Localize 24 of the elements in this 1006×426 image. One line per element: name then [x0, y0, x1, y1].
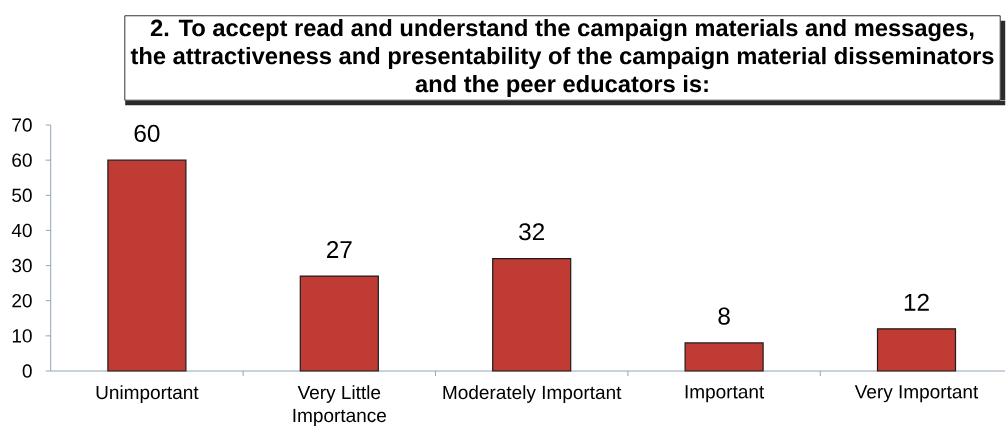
y-tick-label: 50 — [12, 188, 32, 203]
data-label: 27 — [327, 240, 352, 258]
y-tick-label: 20 — [12, 293, 32, 308]
x-tick-label: Very Little Importance — [293, 385, 386, 426]
y-tick-label: 60 — [12, 153, 32, 167]
bar — [299, 275, 379, 372]
y-tick-label: 0 — [22, 364, 32, 378]
data-label: 12 — [904, 293, 929, 311]
bar — [876, 328, 957, 372]
y-tick-label: 10 — [12, 329, 32, 343]
chart-title: 2. To accept read and understand the campaign materials and messages, the attractiveness and presentability of the campaign material disseminators and the peer educators is: — [130, 18, 994, 98]
x-tick-label: Unimportant — [96, 385, 199, 403]
x-tick-label: Very Important — [854, 385, 979, 403]
y-tick-label: 30 — [12, 258, 32, 273]
data-label: 8 — [718, 307, 730, 325]
y-tick-label: 40 — [11, 223, 32, 238]
y-tick-label: 70 — [12, 118, 32, 132]
bar — [492, 257, 572, 372]
bar — [107, 159, 187, 372]
data-label: 60 — [134, 124, 160, 142]
data-label: 32 — [519, 223, 544, 241]
x-tick-label: Moderately Important — [443, 385, 622, 403]
bar — [684, 342, 764, 372]
x-tick-label: Important — [685, 385, 765, 403]
